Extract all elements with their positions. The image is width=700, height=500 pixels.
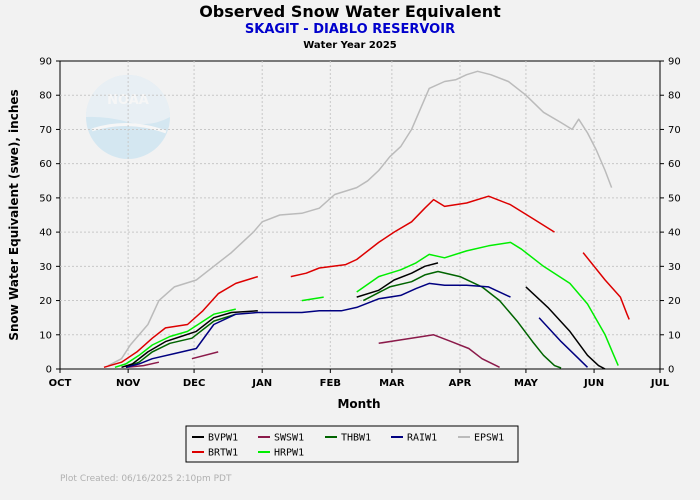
water-year-label: Water Year 2025: [303, 40, 397, 51]
y-tick-label: 30: [39, 262, 52, 273]
x-axis-label: Month: [337, 397, 380, 411]
grid-lines: [60, 61, 660, 369]
y-tick-label: 60: [39, 159, 52, 170]
x-tick-label: MAY: [514, 378, 539, 389]
legend-label-epsw1: EPSW1: [474, 433, 504, 444]
series-line-hrpw1: [114, 241, 619, 369]
y-tick-label-right: 0: [668, 365, 674, 376]
series-line-raiw1: [125, 282, 589, 369]
series-layer: [104, 70, 693, 370]
y-tick-label-right: 20: [668, 296, 681, 307]
y-tick-label-right: 90: [668, 57, 681, 68]
x-tick-label: OCT: [49, 378, 72, 389]
y-tick-label: 70: [39, 125, 52, 136]
x-axis: OCT NOV DEC JAN FEB MAR APR MAY JUN JUL: [49, 369, 670, 389]
x-tick-label: JAN: [251, 378, 272, 389]
y-tick-label-right: 50: [668, 193, 681, 204]
y-tick-label: 80: [39, 91, 52, 102]
series-line-thbw1: [125, 270, 562, 369]
legend-label-bvpw1: BVPW1: [208, 433, 238, 444]
x-tick-label: FEB: [320, 378, 341, 389]
chart-title: Observed Snow Water Equivalent: [199, 2, 501, 21]
y-axis-left: 0 10 20 30 40 50 60 70 80 90: [39, 57, 60, 376]
plot-created-label: Plot Created: 06/16/2025 2:10pm PDT: [60, 474, 232, 484]
y-tick-label: 10: [39, 330, 52, 341]
x-tick-label: JUN: [583, 378, 604, 389]
y-tick-label-right: 10: [668, 330, 681, 341]
y-tick-label-right: 70: [668, 125, 681, 136]
x-tick-label: APR: [449, 378, 472, 389]
y-tick-label-right: 40: [668, 228, 681, 239]
y-tick-label-right: 30: [668, 262, 681, 273]
legend-box: [185, 425, 519, 463]
series-line-bvpw1: [121, 262, 606, 370]
noaa-logo-text: NOAA: [107, 93, 149, 108]
x-tick-label: JUL: [650, 378, 670, 389]
y-tick-label: 20: [39, 296, 52, 307]
legend: BVPW1 SWSW1 THBW1 RAIW1 EPSW1 BRTW1 HRPW1: [185, 425, 519, 463]
y-tick-label: 90: [39, 57, 52, 68]
chart-subtitle: SKAGIT - DIABLO RESERVOIR: [244, 22, 456, 37]
series-line-swsw1: [126, 335, 610, 368]
legend-label-swsw1: SWSW1: [274, 433, 304, 444]
y-tick-label: 50: [39, 193, 52, 204]
y-axis-right: 0 10 20 30 40 50 60 70 80 90: [660, 57, 681, 376]
plot-area: [59, 60, 661, 370]
legend-label-raiw1: RAIW1: [407, 433, 437, 444]
y-tick-label-right: 60: [668, 159, 681, 170]
legend-label-thbw1: THBW1: [341, 433, 371, 444]
y-tick-label: 0: [46, 365, 52, 376]
y-axis-label: Snow Water Equivalent (swe), inches: [7, 89, 21, 340]
legend-label-hrpw1: HRPW1: [274, 448, 304, 459]
x-tick-label: MAR: [379, 378, 405, 389]
series-line-epsw1: [108, 70, 613, 367]
x-tick-label: NOV: [116, 378, 141, 389]
legend-label-brtw1: BRTW1: [208, 448, 238, 459]
x-tick-label: DEC: [183, 378, 205, 389]
y-tick-label-right: 80: [668, 91, 681, 102]
y-tick-label: 40: [39, 228, 52, 239]
